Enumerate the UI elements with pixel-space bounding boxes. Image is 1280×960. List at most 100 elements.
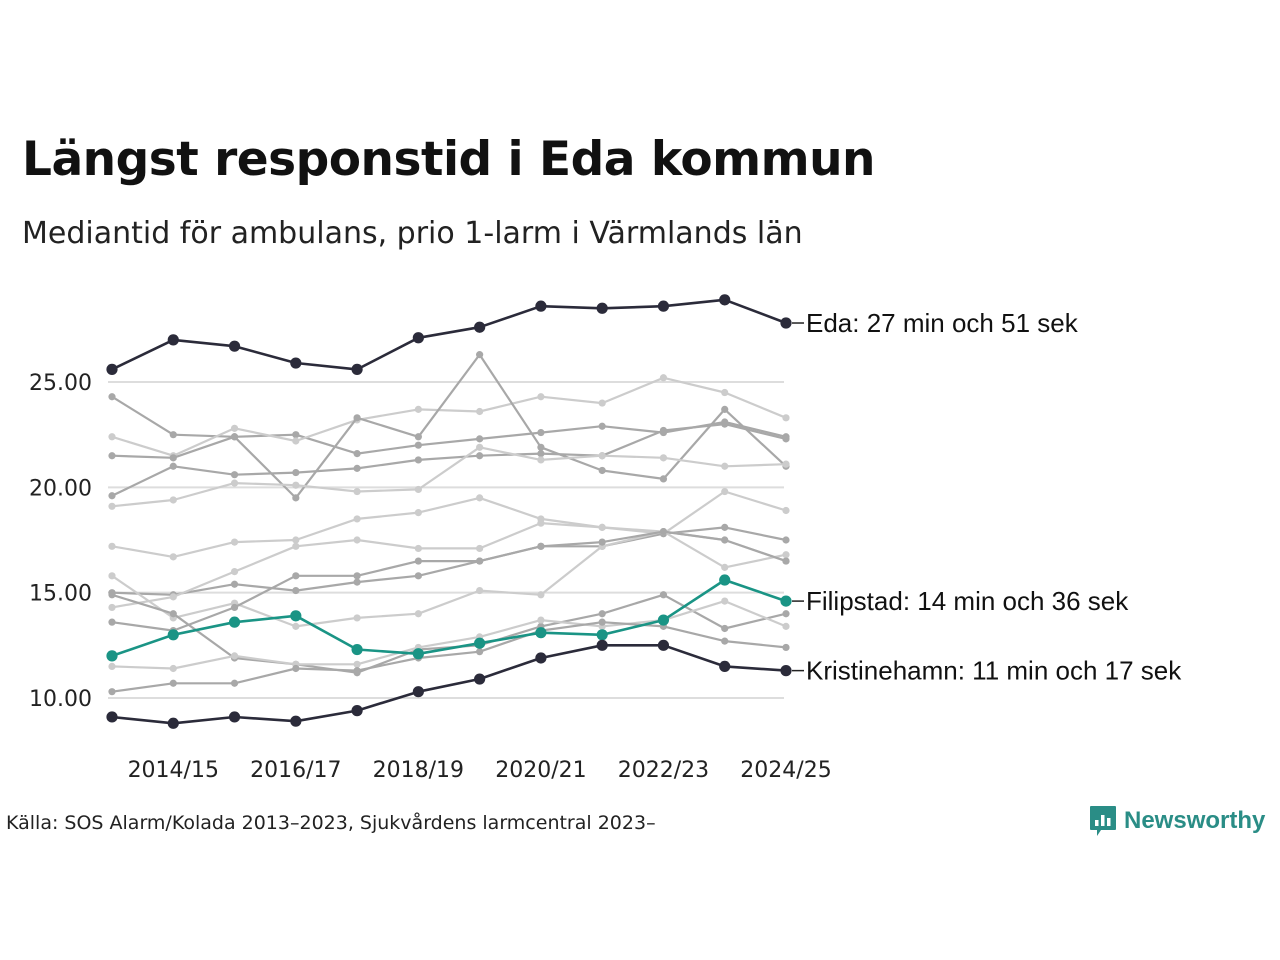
data-point [351,363,363,375]
data-point [230,424,239,432]
data-point [476,586,484,595]
data-point [414,610,422,618]
data-point [353,667,361,675]
data-point [412,648,424,660]
data-point [476,443,484,451]
data-point [414,456,422,464]
series-övrig-kommun-5 [108,443,790,510]
series-filipstad [106,574,792,662]
series-övrig-kommun-3 [108,351,790,502]
series-övrig-kommun-9 [108,527,790,630]
data-point [657,300,670,312]
data-point [414,557,422,565]
data-point [169,431,177,439]
data-point [292,468,300,477]
data-point [474,637,486,649]
y-tick-label: 25.00 [29,371,92,396]
data-point [782,551,790,559]
data-point [169,664,177,673]
data-point [353,572,361,580]
data-point [353,487,361,496]
data-point [596,302,608,314]
data-point [721,624,729,633]
data-point [353,450,361,458]
data-point [659,426,668,435]
data-point [476,544,484,553]
data-point [721,388,729,397]
data-point [598,422,606,430]
data-point [782,506,790,515]
data-point [598,466,606,475]
data-point [169,553,177,561]
data-point [721,420,729,428]
data-point [782,414,790,422]
data-point [292,664,300,673]
data-point [537,616,545,624]
data-point [721,597,729,605]
data-point [353,578,361,586]
series-line [111,621,787,693]
data-point [719,574,731,586]
data-point [353,464,361,472]
data-point [659,527,668,536]
data-point [292,622,300,630]
x-tick-label: 2018/19 [373,758,464,783]
data-point [657,639,670,651]
page-title: Längst responstid i Eda kommun [22,132,876,187]
data-point [292,586,300,595]
series-line [111,446,787,508]
callout-label: Eda: 27 min och 51 sek [806,308,1079,338]
data-point [719,294,731,306]
data-point [351,705,363,717]
data-point [106,711,118,723]
data-point [230,603,239,612]
data-point [108,542,116,550]
data-point [353,414,361,422]
data-point [106,363,118,375]
data-point [721,487,729,496]
series-lines [106,294,792,729]
data-point [414,405,422,413]
data-point [228,616,241,628]
data-point [780,595,792,607]
data-point [537,450,545,458]
brand-logo[interactable]: Newsworthy [1088,804,1265,838]
brand-name: Newsworthy [1124,807,1266,834]
data-point [290,715,302,727]
data-point [780,665,792,677]
data-point [598,538,606,546]
data-point [598,618,606,626]
data-point [659,591,668,599]
data-point [719,660,731,673]
data-point [474,673,486,685]
series-eda [106,294,792,375]
data-point [292,494,300,502]
series-line [111,376,787,457]
data-point [292,437,300,445]
y-tick-label: 20.00 [29,476,92,501]
data-point [108,688,116,696]
data-point [414,485,422,494]
data-point [476,351,484,359]
data-point [537,456,545,464]
data-point [108,618,116,626]
data-point [412,686,424,698]
data-point [169,462,177,470]
newsworthy-icon [1090,806,1116,836]
series-line [111,353,787,499]
x-tick-label: 2016/17 [250,758,341,783]
series-line [111,578,787,658]
x-tick-label: 2024/25 [740,758,831,783]
data-point [721,523,729,531]
data-point [108,591,116,599]
data-point [108,502,116,510]
data-point [292,542,300,550]
data-point [537,393,545,401]
data-point [537,542,545,550]
series-övrig-kommun-6 [108,487,790,561]
data-point [230,568,239,576]
data-point [537,591,545,599]
data-point [108,572,116,580]
data-point [108,452,116,460]
data-point [474,321,486,333]
